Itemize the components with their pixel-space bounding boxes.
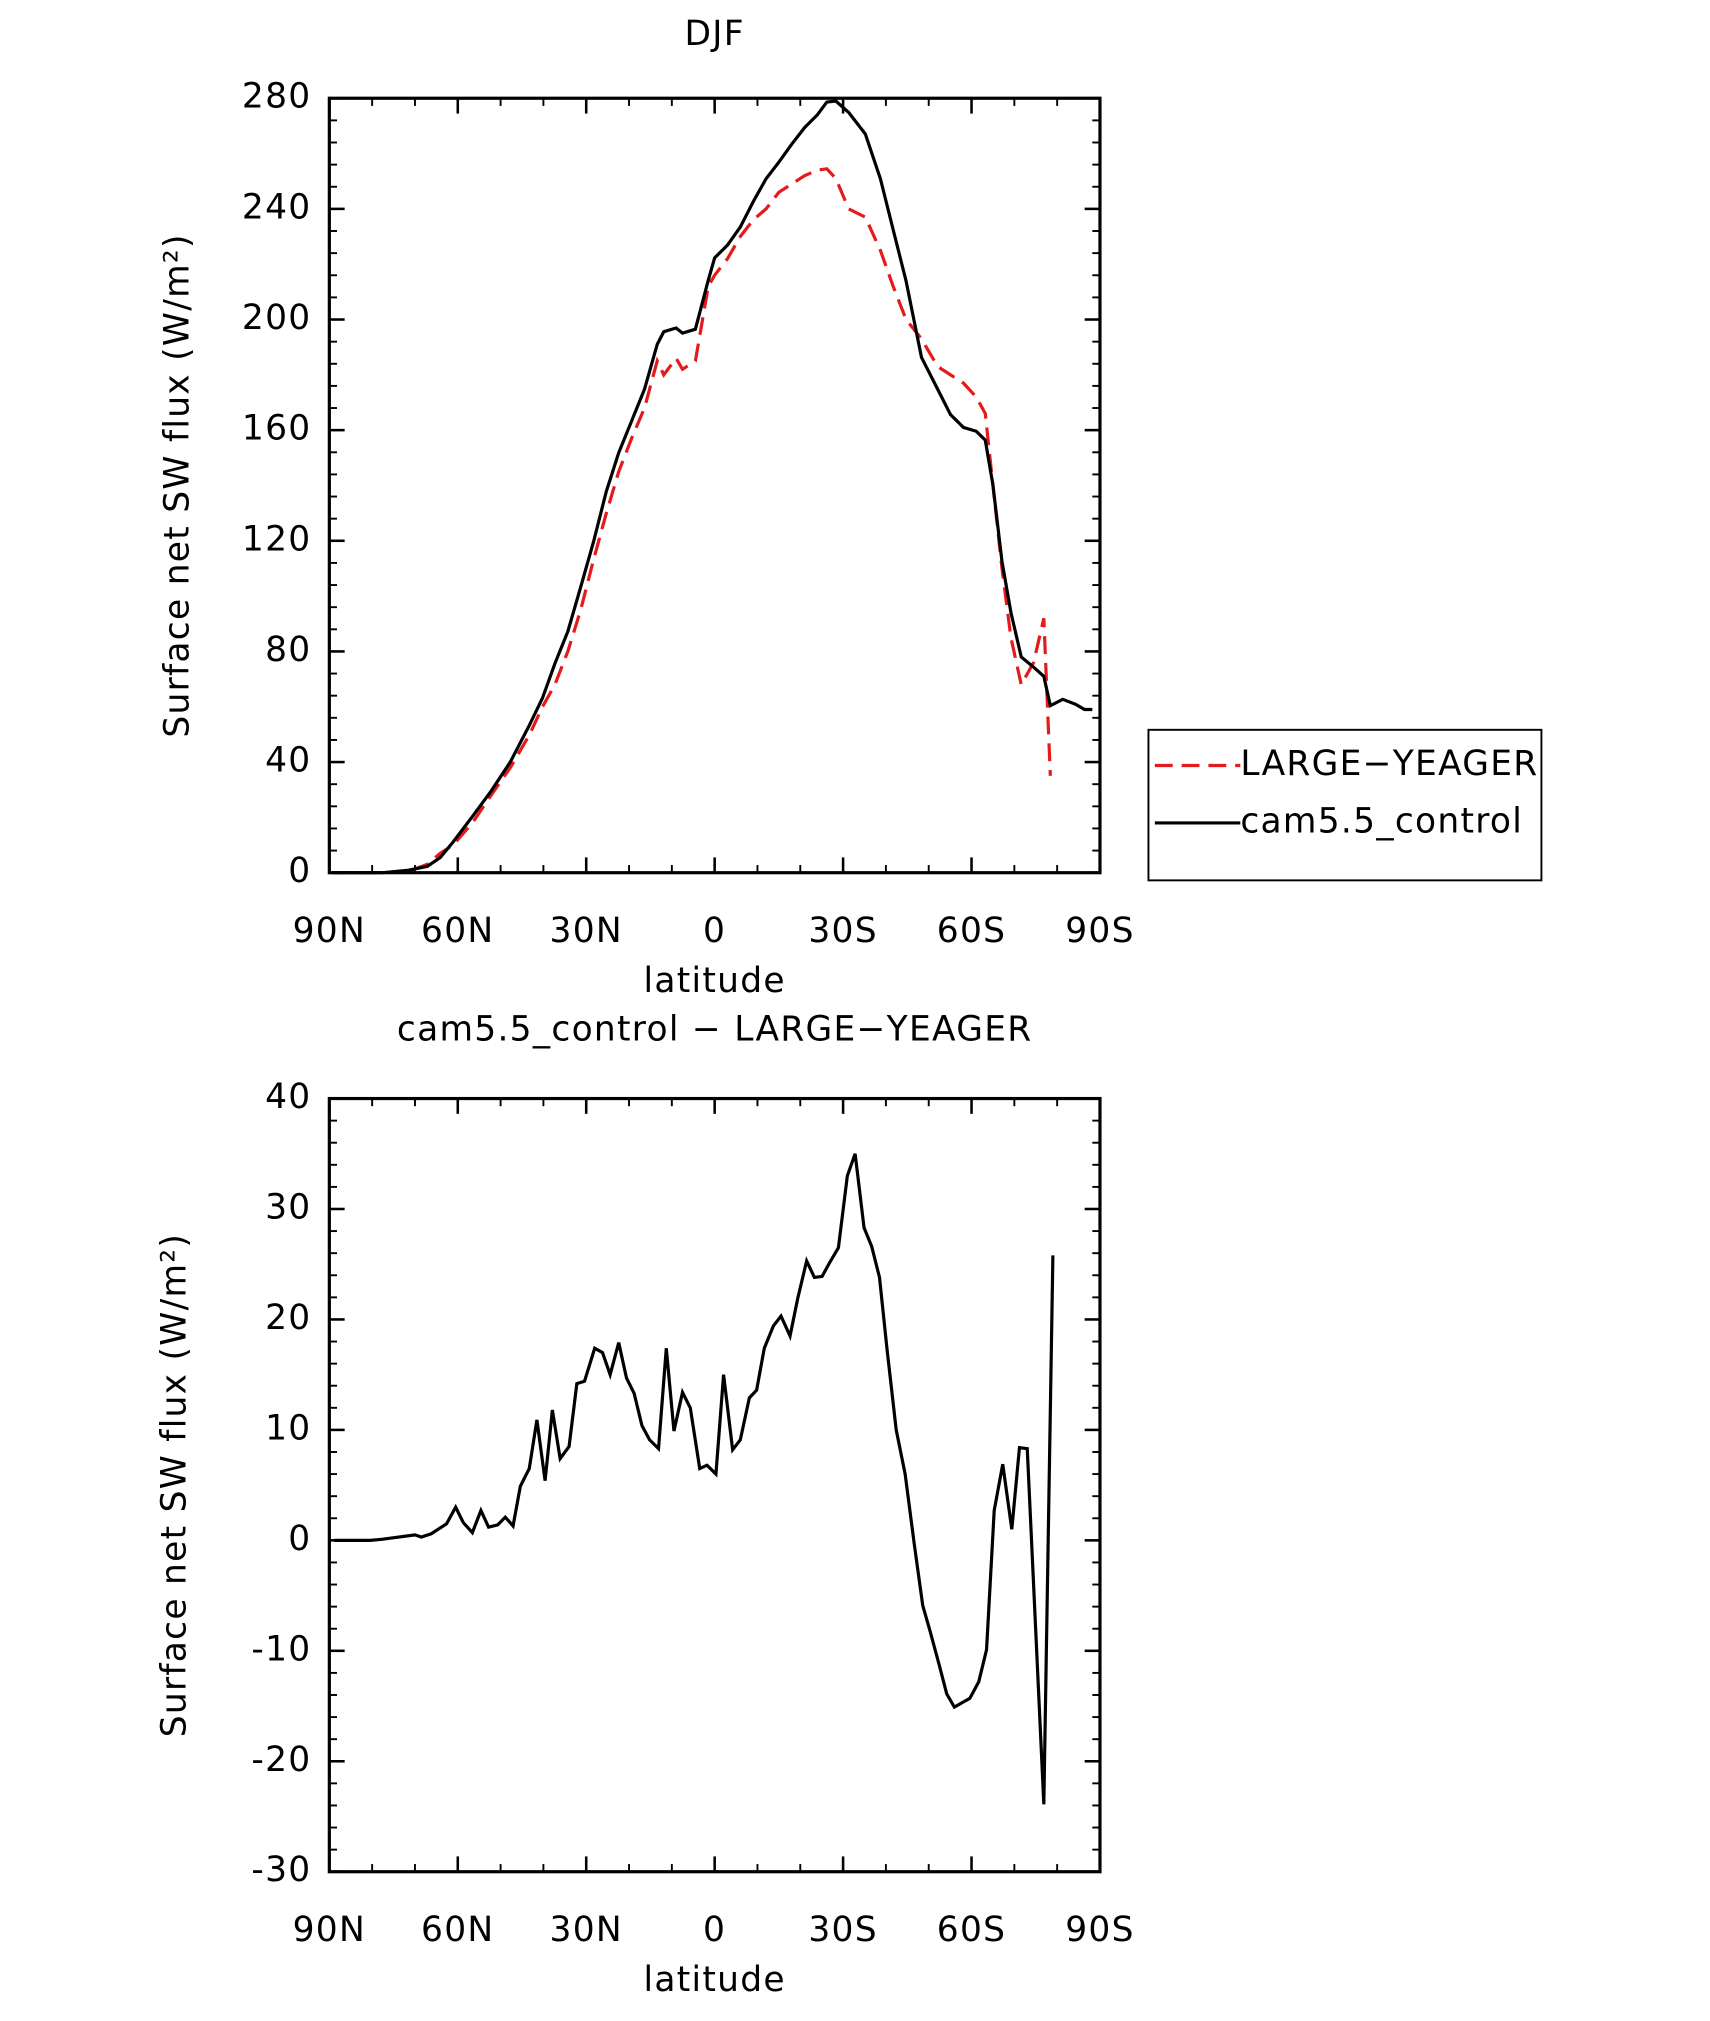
y-tick-label: -10	[251, 1629, 311, 1669]
legend-label: LARGE−YEAGER	[1240, 744, 1538, 784]
legend-box	[1147, 728, 1543, 882]
plot-frame	[327, 1096, 1102, 1874]
chart-title: cam5.5_control − LARGE−YEAGER	[397, 1009, 1033, 1049]
x-tick-label: 0	[703, 1910, 726, 1950]
x-tick-label: 0	[703, 911, 726, 951]
y-tick-label: 30	[265, 1187, 311, 1227]
x-tick-label: 90S	[1065, 1910, 1135, 1950]
x-tick-label: 30S	[808, 1910, 878, 1950]
y-tick-label: 20	[265, 1298, 311, 1338]
x-tick-label: 90N	[293, 911, 366, 951]
x-tick-label: 60N	[421, 911, 494, 951]
x-tick-label: 30N	[550, 911, 623, 951]
y-tick-label: 200	[242, 298, 312, 338]
data-line	[334, 1153, 1055, 1805]
y-tick-label: 40	[265, 741, 311, 781]
y-axis-label: Surface net SW flux (W/m²)	[157, 233, 197, 737]
x-axis-label: latitude	[643, 1960, 785, 2000]
x-tick-label: 90N	[293, 1910, 366, 1950]
x-tick-label: 90S	[1065, 911, 1135, 951]
x-tick-label: 60S	[937, 1910, 1007, 1950]
legend-label: cam5.5_control	[1240, 801, 1523, 841]
legend: LARGE−YEAGER cam5.5_control	[1147, 728, 1543, 882]
data-line	[331, 99, 1093, 875]
y-tick-label: 80	[265, 630, 311, 670]
x-tick-label: 60S	[937, 911, 1007, 951]
data-line	[331, 167, 1052, 875]
x-axis-label: latitude	[643, 961, 785, 1001]
chart-title: DJF	[684, 14, 744, 54]
y-tick-label: 280	[242, 77, 312, 117]
y-tick-label: 10	[265, 1408, 311, 1448]
y-tick-label: -20	[251, 1740, 311, 1780]
y-tick-label: -30	[251, 1850, 311, 1890]
y-tick-label: 40	[265, 1077, 311, 1117]
x-tick-label: 30N	[550, 1910, 623, 1950]
y-tick-label: 160	[242, 409, 312, 449]
y-tick-label: 120	[242, 519, 312, 559]
y-tick-label: 0	[288, 1519, 311, 1559]
plot-frame	[327, 96, 1102, 875]
y-tick-label: 0	[288, 851, 311, 891]
x-tick-label: 60N	[421, 1910, 494, 1950]
y-tick-label: 240	[242, 187, 312, 227]
y-axis-label: Surface net SW flux (W/m²)	[155, 1233, 195, 1737]
x-tick-label: 30S	[808, 911, 878, 951]
